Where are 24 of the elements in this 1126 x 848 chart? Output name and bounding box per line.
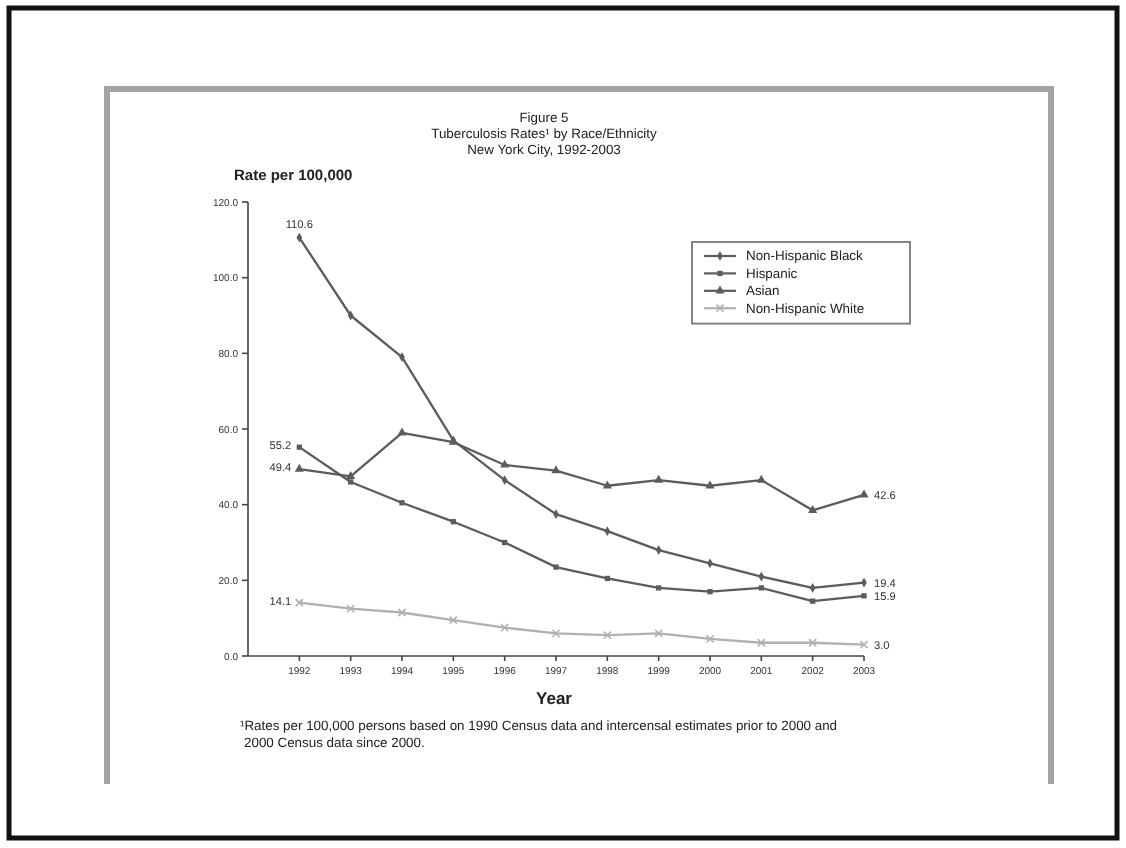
point (756, 638, 766, 648)
point (654, 474, 664, 483)
x-axis-title: Year (536, 688, 574, 708)
point (602, 630, 612, 640)
point (399, 500, 405, 506)
point (861, 593, 867, 599)
point (500, 623, 510, 632)
point (346, 471, 356, 479)
point (500, 459, 510, 468)
point (448, 615, 458, 625)
point (551, 465, 561, 474)
point (756, 474, 766, 483)
point (705, 634, 715, 644)
point (655, 545, 662, 555)
point (808, 638, 818, 648)
point (501, 475, 508, 485)
point (808, 505, 818, 513)
point (294, 463, 304, 472)
point (397, 608, 407, 617)
point (654, 628, 664, 638)
point (551, 628, 561, 638)
point (346, 604, 356, 614)
point (707, 589, 713, 595)
point (553, 564, 559, 570)
